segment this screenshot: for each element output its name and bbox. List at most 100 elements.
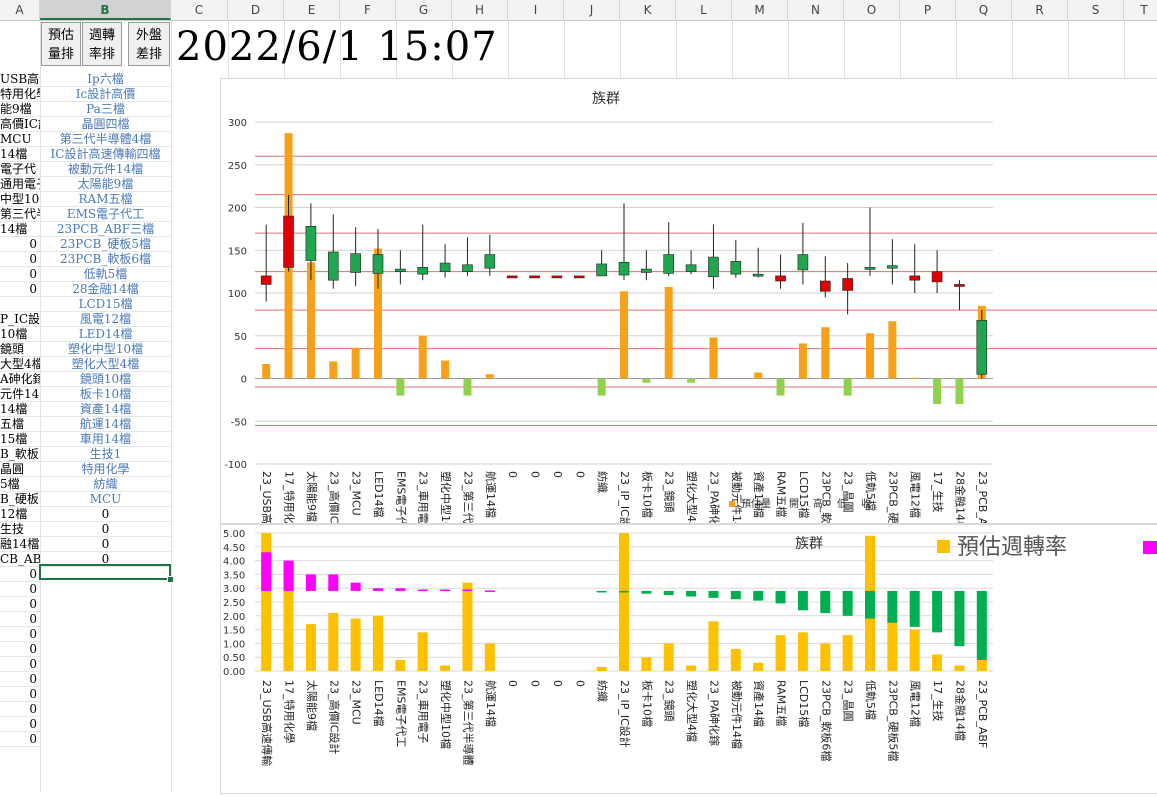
cell-a[interactable]	[0, 297, 40, 312]
cell-b[interactable]: RAM五檔	[40, 192, 171, 207]
cell-a[interactable]: B_軟板	[0, 447, 40, 462]
cell-a[interactable]: B_硬板	[0, 492, 40, 507]
column-header-h[interactable]: H	[452, 0, 508, 20]
cell-a[interactable]: 特用化學	[0, 87, 40, 102]
column-header-c[interactable]: C	[171, 0, 228, 20]
weekly-turnover-sort-button[interactable]: 週轉 率排	[82, 22, 122, 66]
cell-b[interactable]: 0	[40, 537, 171, 552]
column-header-k[interactable]: K	[620, 0, 676, 20]
column-header-n[interactable]: N	[788, 0, 844, 20]
column-header-p[interactable]: P	[900, 0, 956, 20]
cell-a[interactable]: 晶圓	[0, 462, 40, 477]
column-header-q[interactable]: Q	[956, 0, 1012, 20]
cell-b[interactable]: MCU	[40, 492, 171, 507]
column-header-e[interactable]: E	[284, 0, 340, 20]
cell-a[interactable]: 生技	[0, 522, 40, 537]
cell-a[interactable]: USB高速	[0, 72, 40, 87]
cell-a[interactable]: 第三代半	[0, 207, 40, 222]
cell-b[interactable]: 第三代半導體4檔	[40, 132, 171, 147]
cell-b[interactable]: 塑化中型10檔	[40, 342, 171, 357]
cell-b[interactable]: 23PCB_軟板6檔	[40, 252, 171, 267]
cell-b[interactable]: 風電12檔	[40, 312, 171, 327]
forecast-volume-sort-button[interactable]: 預估 量排	[41, 22, 81, 66]
column-header-a[interactable]: A	[0, 0, 40, 20]
cell-a[interactable]: MCU	[0, 132, 40, 147]
cell-a[interactable]: 0	[0, 717, 40, 732]
cell-b[interactable]: 資產14檔	[40, 402, 171, 417]
cell-b[interactable]: 紡織	[40, 477, 171, 492]
cell-a[interactable]: 15檔	[0, 432, 40, 447]
cell-b[interactable]: 23PCB_ABF三檔	[40, 222, 171, 237]
column-header-f[interactable]: F	[340, 0, 396, 20]
cell-b[interactable]: Ic設計高價	[40, 87, 171, 102]
cell-a[interactable]: 0	[0, 597, 40, 612]
column-header-l[interactable]: L	[676, 0, 732, 20]
cell-b[interactable]: 航運14檔	[40, 417, 171, 432]
cell-b[interactable]: IC設計高速傳輸四檔	[40, 147, 171, 162]
foreign-diff-sort-button[interactable]: 外盤 差排	[128, 22, 170, 66]
column-header-i[interactable]: I	[508, 0, 564, 20]
cell-b[interactable]: 28金融14檔	[40, 282, 171, 297]
turnover-chart[interactable]: 0.00 0.50 1.00 1.50 2.00 2.50 3.00 3.50 4.00 4.50…	[220, 524, 1157, 794]
column-header-d[interactable]: D	[228, 0, 284, 20]
cell-a[interactable]: 10檔	[0, 327, 40, 342]
cell-a[interactable]: A砷化鎵	[0, 372, 40, 387]
cell-a[interactable]: 融14檔	[0, 537, 40, 552]
cell-b[interactable]: 0	[40, 552, 171, 567]
cell-a[interactable]: 0	[0, 672, 40, 687]
column-header-o[interactable]: O	[844, 0, 900, 20]
candlestick-chart[interactable]: 族群 -100 -50 0 50 100 150 200 250 300 23_USB高速傳輸 17_…	[220, 78, 1157, 557]
column-header-t[interactable]: T	[1124, 0, 1157, 20]
cell-b[interactable]: 低軌5檔	[40, 267, 171, 282]
cell-b[interactable]: 車用14檔	[40, 432, 171, 447]
cell-a[interactable]: 5檔	[0, 477, 40, 492]
cell-a[interactable]: 元件14	[0, 387, 40, 402]
cell-a[interactable]: 0	[0, 732, 40, 747]
selected-cell[interactable]	[39, 564, 171, 580]
cell-a[interactable]: 五檔	[0, 417, 40, 432]
cell-a[interactable]: 通用電子	[0, 177, 40, 192]
cell-a[interactable]: 大型4檔	[0, 357, 40, 372]
cell-a[interactable]: 12檔	[0, 507, 40, 522]
cell-a[interactable]: 能9檔	[0, 102, 40, 117]
cell-a[interactable]: 0	[0, 657, 40, 672]
cell-a[interactable]: 0	[0, 252, 40, 267]
cell-a[interactable]: 14檔	[0, 147, 40, 162]
cell-b[interactable]: 0	[40, 522, 171, 537]
cell-b[interactable]: Ip六檔	[40, 72, 171, 87]
column-header-j[interactable]: J	[564, 0, 620, 20]
cell-a[interactable]: 中型10	[0, 192, 40, 207]
cell-a[interactable]: CB_AB	[0, 552, 40, 567]
cell-a[interactable]: 電子代	[0, 162, 40, 177]
cell-a[interactable]: 14檔	[0, 222, 40, 237]
cell-a[interactable]: P_IC設計	[0, 312, 40, 327]
column-header-g[interactable]: G	[396, 0, 452, 20]
cell-a[interactable]: 0	[0, 237, 40, 252]
cell-a[interactable]: 鏡頭	[0, 342, 40, 357]
cell-b[interactable]: Pa三檔	[40, 102, 171, 117]
cell-a[interactable]: 0	[0, 282, 40, 297]
cell-a[interactable]: 0	[0, 612, 40, 627]
column-header-m[interactable]: M	[732, 0, 788, 20]
cell-a[interactable]: 0	[0, 642, 40, 657]
cell-a[interactable]: 0	[0, 627, 40, 642]
cell-a[interactable]: 0	[0, 567, 40, 582]
cell-b[interactable]: 生技1	[40, 447, 171, 462]
column-header-s[interactable]: S	[1068, 0, 1124, 20]
cell-a[interactable]: 14檔	[0, 402, 40, 417]
cell-b[interactable]: 太陽能9檔	[40, 177, 171, 192]
cell-b[interactable]: LCD15檔	[40, 297, 171, 312]
cell-b[interactable]: LED14檔	[40, 327, 171, 342]
cell-a[interactable]: 0	[0, 267, 40, 282]
cell-b[interactable]: 板卡10檔	[40, 387, 171, 402]
fill-handle[interactable]	[167, 576, 174, 583]
cell-a[interactable]: 0	[0, 702, 40, 717]
cell-a[interactable]: 高價IC設	[0, 117, 40, 132]
cell-b[interactable]: 特用化學	[40, 462, 171, 477]
cell-b[interactable]: EMS電子代工	[40, 207, 171, 222]
cell-a[interactable]: 0	[0, 687, 40, 702]
column-header-r[interactable]: R	[1012, 0, 1068, 20]
cell-b[interactable]: 0	[40, 507, 171, 522]
cell-b[interactable]: 塑化大型4檔	[40, 357, 171, 372]
cell-b[interactable]: 鏡頭10檔	[40, 372, 171, 387]
